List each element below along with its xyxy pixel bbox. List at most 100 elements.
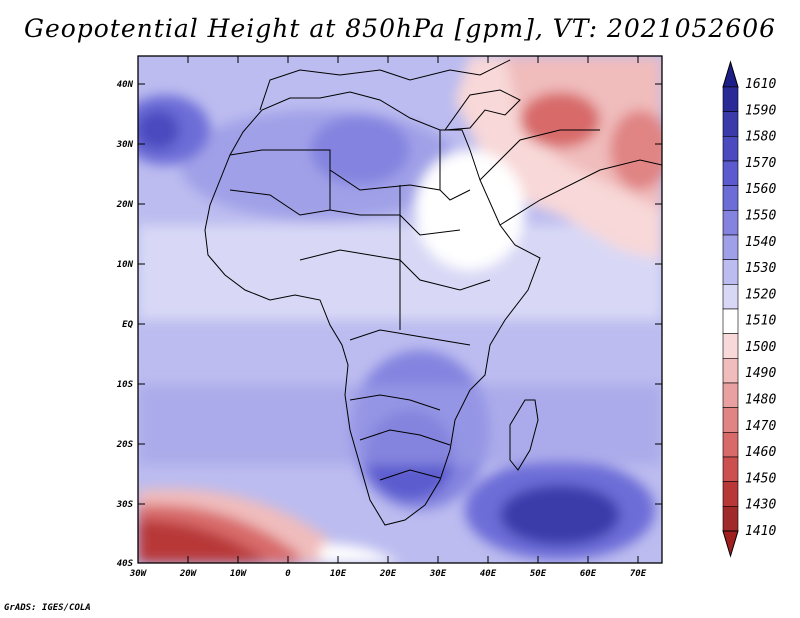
grads-credit: GrADS: IGES/COLA (4, 603, 91, 613)
colorbar-label: 1490 (745, 366, 776, 381)
colorbar-swatch (722, 382, 739, 408)
persian-gulf-coastline (479, 129, 600, 181)
lat-tick-0: 40N (117, 80, 662, 90)
colorbar-swatch (722, 432, 739, 458)
colorbar-swatch (722, 210, 739, 236)
lat-tick-6: 20S (116, 440, 662, 450)
colorbar-label: 1520 (745, 287, 776, 302)
field-southern-low-core (138, 520, 270, 563)
southern-borders-2 (359, 429, 451, 446)
meridional-borders (329, 130, 441, 330)
lon-tick-5: 20E (379, 56, 397, 579)
colorbar-top-arrow (722, 60, 739, 88)
lon-tick-9: 60E (580, 56, 597, 579)
lon-label-60e: 60E (580, 569, 597, 579)
colorbar-swatch (722, 333, 739, 359)
levant-coastline (443, 89, 521, 131)
lon-label-10w: 10W (230, 569, 248, 579)
plot-frame (137, 55, 663, 564)
lat-label-eq: EQ (122, 320, 133, 330)
lon-label-20e: 20E (379, 569, 397, 579)
mediterranean-coastline (259, 59, 511, 111)
lon-label-20w: 20W (179, 569, 198, 579)
colorbar-label: 1510 (745, 314, 776, 329)
colorbar-label: 1540 (745, 235, 776, 250)
colorbar-label: 1590 (745, 103, 776, 118)
lat-label-30s: 30S (116, 500, 134, 510)
colorbar-label: 1560 (745, 182, 776, 197)
lat-label-30n: 30N (116, 140, 134, 150)
colorbar-label: 1450 (745, 471, 776, 486)
lat-label-40s: 40S (117, 559, 134, 569)
colorbar-swatch (722, 160, 739, 186)
colorbar-swatch (722, 234, 739, 260)
colorbar-label: 1570 (745, 156, 776, 171)
colorbar-label: 1530 (745, 261, 776, 276)
lon-tick-8: 50E (530, 56, 547, 579)
lat-tick-2: 20N (116, 200, 662, 210)
coastlines (204, 59, 662, 526)
colorbar-swatch (722, 358, 739, 384)
lat-label-20s: 20S (116, 440, 134, 450)
lat-label-40n: 40N (117, 80, 134, 90)
lon-tick-2: 10W (230, 56, 248, 579)
lat-label-10s: 10S (117, 380, 134, 390)
lon-tick-10: 70E (630, 56, 647, 579)
colorbar-labels: 1610 1590 1580 1570 1560 1550 1540 1530 1520 1510… (745, 77, 776, 539)
lon-label-40e: 40E (480, 569, 497, 579)
southern-borders-3 (379, 469, 441, 481)
lat-axis: 40N 30N 20N 10N EQ 10S 20S 30S 40S (116, 80, 662, 569)
colorbar-swatch (722, 136, 739, 162)
colorbar-swatch (722, 308, 739, 334)
chart-title: Geopotential Height at 850hPa [gpm], VT:… (23, 14, 777, 43)
colorbar-label: 1410 (745, 524, 776, 539)
lon-label-10e: 10E (330, 569, 347, 579)
lon-label-30e: 30E (429, 569, 447, 579)
colorbar-label: 1470 (745, 419, 776, 434)
lon-tick-7: 40E (480, 56, 497, 579)
colorbar-swatch (722, 506, 739, 532)
field-nile-neutral (415, 150, 525, 270)
colorbar-swatch (722, 111, 739, 137)
lat-tick-5: 10S (117, 380, 662, 390)
lon-label-0: 0 (285, 569, 291, 579)
lat-tick-1: 30N (116, 140, 662, 150)
lat-label-10n: 10N (117, 260, 134, 270)
saharan-borders (229, 149, 471, 201)
colorbar-swatch (722, 481, 739, 507)
lon-axis: 30W 20W 10W 0 10E 20E 30E 40E 50E 60E 70… (129, 56, 647, 579)
equatorial-borders (349, 329, 471, 346)
colorbar-swatch (722, 259, 739, 285)
colorbar-label: 1580 (745, 130, 776, 145)
field-libya-high (310, 115, 410, 185)
colorbar: 1610 1590 1580 1570 1560 1550 1540 1530 1520 1510… (722, 60, 776, 558)
lon-label-50e: 50E (530, 569, 547, 579)
arabia-coastline (499, 159, 662, 226)
colorbar-label: 1480 (745, 393, 776, 408)
colorbar-bottom-arrow (722, 530, 739, 558)
field-indian-ocean-core (500, 485, 620, 545)
lon-tick-1: 20W (179, 56, 198, 579)
madagascar-coastline (509, 399, 539, 471)
colorbar-swatch (722, 284, 739, 310)
lon-tick-4: 10E (330, 56, 347, 579)
colorbar-label: 1430 (745, 498, 776, 513)
colorbar-label: 1460 (745, 445, 776, 460)
lon-label-30w: 30W (129, 569, 148, 579)
colorbar-swatch (722, 185, 739, 211)
southern-borders-1 (349, 394, 441, 411)
colorbar-label: 1550 (745, 208, 776, 223)
colorbar-label: 1610 (745, 77, 776, 92)
lat-tick-8: 40S (117, 559, 134, 569)
lon-tick-0: 30W (129, 569, 148, 579)
field-iran-low (520, 92, 600, 148)
colorbar-swatch (722, 86, 739, 112)
colorbar-swatch (722, 407, 739, 433)
colorbar-swatch (722, 456, 739, 482)
field-south-band (138, 385, 662, 465)
lat-tick-4: EQ (122, 320, 662, 330)
height-field (138, 56, 662, 563)
lon-label-70e: 70E (630, 569, 647, 579)
field-atlantic-high-core (138, 110, 180, 150)
